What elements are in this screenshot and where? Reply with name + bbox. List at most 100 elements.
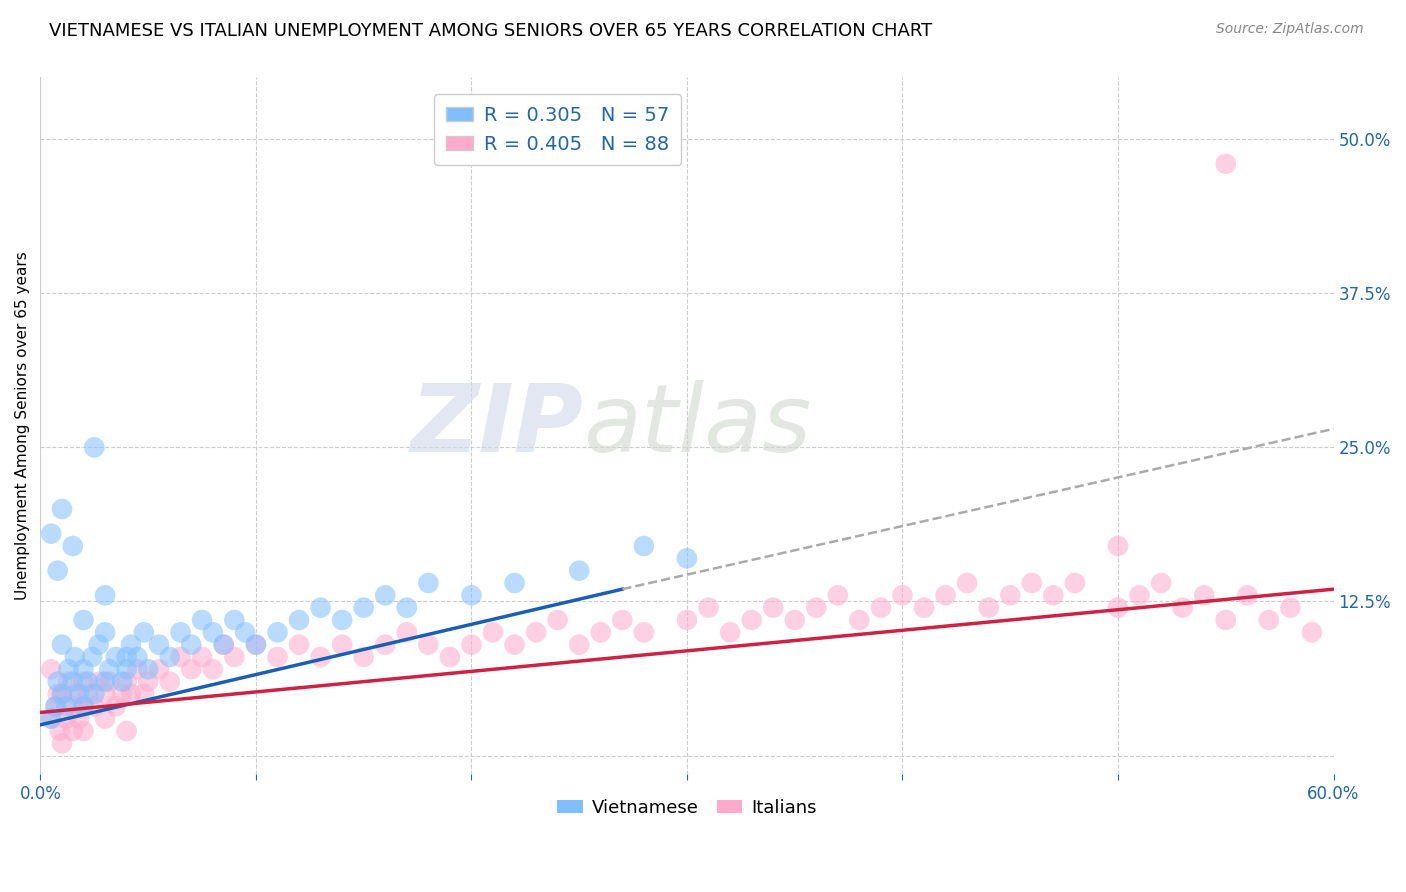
Text: ZIP: ZIP — [411, 380, 583, 472]
Point — [58, 674, 80, 689]
Point — [1000, 588, 1022, 602]
Point — [76, 687, 98, 701]
Point — [330, 613, 353, 627]
Point — [1215, 157, 1237, 171]
Point — [212, 638, 235, 652]
Point — [67, 687, 90, 701]
Point — [1107, 539, 1129, 553]
Point — [180, 662, 202, 676]
Point — [98, 674, 121, 689]
Point — [353, 650, 375, 665]
Point — [374, 638, 396, 652]
Point — [503, 576, 526, 591]
Point — [245, 638, 267, 652]
Point — [98, 662, 121, 676]
Point — [72, 613, 94, 627]
Point — [201, 662, 224, 676]
Point — [224, 650, 246, 665]
Point — [132, 687, 155, 701]
Point — [697, 600, 720, 615]
Y-axis label: Unemployment Among Seniors over 65 years: Unemployment Among Seniors over 65 years — [15, 252, 30, 600]
Point — [1064, 576, 1087, 591]
Point — [82, 650, 104, 665]
Point — [741, 613, 763, 627]
Point — [94, 712, 117, 726]
Point — [309, 600, 332, 615]
Point — [72, 723, 94, 738]
Point — [848, 613, 870, 627]
Point — [547, 613, 569, 627]
Point — [353, 600, 375, 615]
Point — [159, 674, 181, 689]
Point — [104, 699, 127, 714]
Point — [309, 650, 332, 665]
Point — [94, 625, 117, 640]
Point — [72, 662, 94, 676]
Point — [169, 625, 191, 640]
Point — [72, 699, 94, 714]
Point — [87, 638, 110, 652]
Point — [62, 699, 84, 714]
Point — [633, 539, 655, 553]
Point — [44, 699, 66, 714]
Text: atlas: atlas — [583, 380, 811, 471]
Point — [104, 650, 127, 665]
Point — [418, 576, 440, 591]
Point — [1021, 576, 1043, 591]
Point — [891, 588, 914, 602]
Point — [460, 588, 482, 602]
Point — [1171, 600, 1194, 615]
Point — [120, 638, 142, 652]
Point — [127, 662, 149, 676]
Point — [1257, 613, 1279, 627]
Point — [94, 674, 117, 689]
Point — [233, 625, 256, 640]
Point — [148, 638, 170, 652]
Point — [115, 662, 138, 676]
Point — [46, 674, 69, 689]
Point — [912, 600, 935, 615]
Point — [63, 687, 86, 701]
Point — [76, 674, 98, 689]
Point — [568, 564, 591, 578]
Point — [1107, 600, 1129, 615]
Point — [568, 638, 591, 652]
Legend: Vietnamese, Italians: Vietnamese, Italians — [550, 792, 824, 824]
Point — [72, 699, 94, 714]
Point — [395, 625, 418, 640]
Point — [111, 674, 134, 689]
Point — [935, 588, 957, 602]
Point — [482, 625, 505, 640]
Point — [245, 638, 267, 652]
Point — [612, 613, 634, 627]
Point — [191, 613, 214, 627]
Point — [288, 613, 311, 627]
Point — [83, 441, 105, 455]
Point — [62, 674, 84, 689]
Text: Source: ZipAtlas.com: Source: ZipAtlas.com — [1216, 22, 1364, 37]
Point — [39, 712, 62, 726]
Point — [120, 687, 142, 701]
Point — [956, 576, 979, 591]
Point — [418, 638, 440, 652]
Point — [111, 687, 134, 701]
Point — [266, 650, 288, 665]
Point — [46, 687, 69, 701]
Point — [439, 650, 461, 665]
Point — [55, 712, 77, 726]
Point — [1215, 613, 1237, 627]
Point — [72, 674, 94, 689]
Point — [1150, 576, 1173, 591]
Point — [330, 638, 353, 652]
Point — [136, 662, 159, 676]
Point — [589, 625, 612, 640]
Point — [132, 625, 155, 640]
Point — [159, 650, 181, 665]
Point — [51, 736, 73, 750]
Point — [148, 662, 170, 676]
Point — [63, 650, 86, 665]
Point — [46, 564, 69, 578]
Point — [169, 650, 191, 665]
Point — [87, 674, 110, 689]
Point — [136, 674, 159, 689]
